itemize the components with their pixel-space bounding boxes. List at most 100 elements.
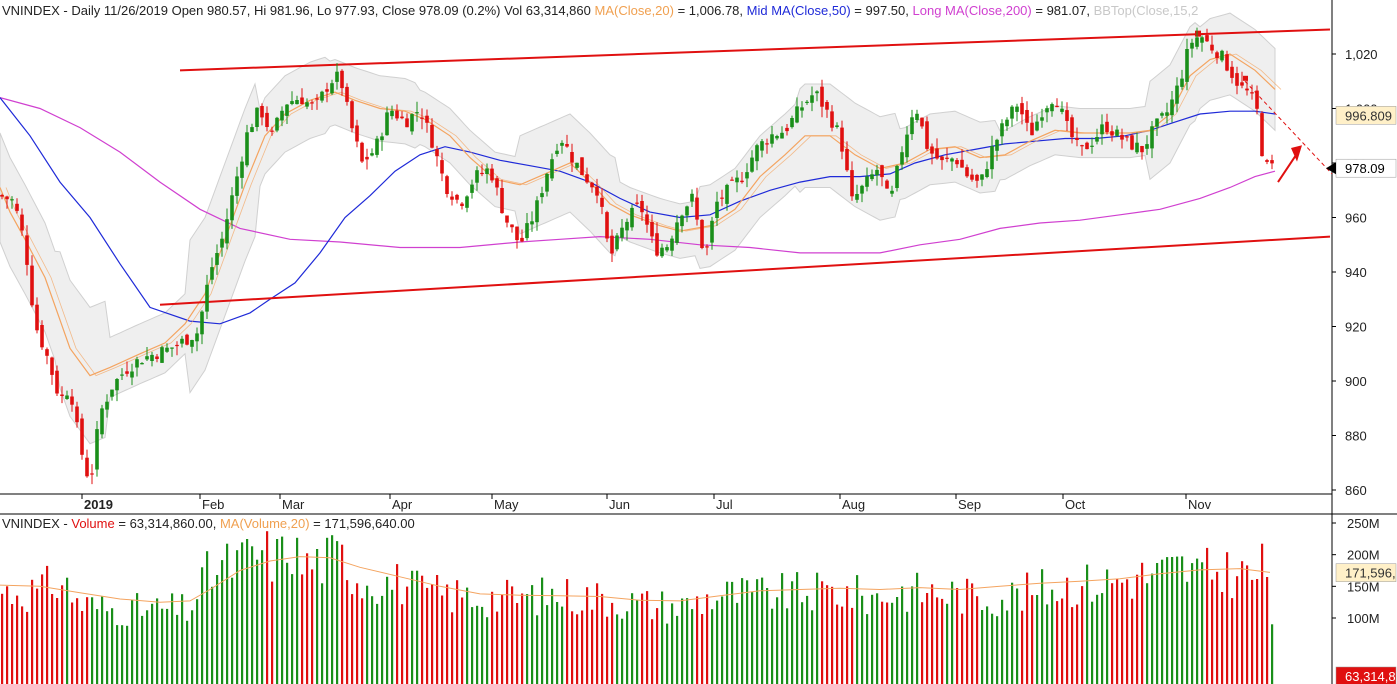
- volume-bar: [191, 610, 194, 684]
- candle-body: [1235, 73, 1239, 86]
- candle-body: [1105, 121, 1109, 133]
- volume-bar: [1061, 598, 1064, 684]
- candle-body: [1135, 142, 1139, 153]
- volume-bar: [421, 575, 424, 684]
- candlesticks: [0, 27, 1274, 485]
- ma50-line: [0, 97, 1276, 325]
- candle-body: [665, 247, 669, 251]
- volume-bar: [881, 601, 884, 684]
- candle-body: [610, 235, 614, 254]
- volume-bar: [1101, 593, 1104, 684]
- volume-bar: [656, 608, 659, 684]
- volume-bar: [1191, 563, 1194, 684]
- candle-body: [1145, 144, 1149, 149]
- volume-bar: [1026, 572, 1029, 684]
- open-value: Open 980.57,: [171, 3, 251, 18]
- candle-body: [940, 156, 944, 161]
- candle-body: [165, 347, 169, 352]
- volume-bar: [956, 588, 959, 684]
- volume-bar: [281, 536, 284, 684]
- candle-body: [220, 238, 224, 248]
- volume-bar: [896, 597, 899, 684]
- volume-bar: [66, 577, 69, 684]
- volume-bar: [336, 541, 339, 684]
- candle-body: [1125, 136, 1129, 138]
- candle-body: [675, 222, 679, 243]
- candle-body: [1070, 117, 1074, 138]
- candle-body: [805, 101, 809, 103]
- candle-body: [695, 197, 699, 220]
- volume-bar: [816, 572, 819, 684]
- candle-body: [625, 221, 629, 231]
- volume-bar: [841, 606, 844, 684]
- volume-bar: [126, 625, 129, 684]
- volume-bar: [611, 602, 614, 684]
- volume-bar: [981, 610, 984, 684]
- volume-bar: [456, 580, 459, 684]
- volume-bar: [21, 606, 24, 684]
- price-tick-label: 920: [1345, 320, 1367, 335]
- volume-bar: [751, 592, 754, 684]
- candle-body: [200, 311, 204, 335]
- candle-body: [1225, 54, 1229, 71]
- candle-body: [595, 186, 599, 196]
- candle-body: [555, 150, 559, 154]
- candle-body: [270, 130, 274, 132]
- candle-body: [620, 227, 624, 238]
- candle-body: [10, 199, 14, 201]
- volume-bar: [1021, 610, 1024, 684]
- volume-bar: [1126, 579, 1129, 684]
- volume-bar: [271, 581, 274, 684]
- volume-bar: [71, 602, 74, 684]
- candle-body: [140, 363, 144, 365]
- volume-bar: [551, 588, 554, 684]
- volume-bar: [1096, 594, 1099, 684]
- candle-body: [205, 284, 209, 312]
- candle-body: [425, 115, 429, 123]
- volume-bar: [16, 595, 19, 684]
- trendlines: [159, 28, 1333, 306]
- candle-body: [750, 157, 754, 172]
- volume-bar: [101, 596, 104, 684]
- volume-bar: [1041, 569, 1044, 684]
- candle-body: [105, 401, 109, 410]
- price-last-badge: 978.09: [1345, 161, 1385, 176]
- candle-body: [835, 125, 839, 127]
- candle-body: [1200, 37, 1204, 43]
- volume-bar: [1231, 598, 1234, 684]
- ma-short-line: [5, 53, 1282, 377]
- candle-body: [775, 136, 779, 139]
- candle-body: [260, 106, 264, 118]
- volume-bar: [1001, 599, 1004, 684]
- volume-bar: [806, 595, 809, 684]
- volume-bar: [1116, 579, 1119, 684]
- candle-body: [55, 370, 59, 394]
- volume-bar: [1106, 569, 1109, 684]
- candle-body: [895, 165, 899, 188]
- volume-bar: [406, 586, 409, 684]
- candle-body: [965, 167, 969, 177]
- candle-body: [325, 89, 329, 92]
- candle-body: [480, 172, 484, 175]
- volume-bar: [471, 607, 474, 684]
- month-tick-label: Aug: [842, 497, 865, 512]
- ma50-value: = 997.50,: [854, 3, 909, 18]
- price-tick-label: 880: [1345, 429, 1367, 444]
- volume-bar: [1046, 604, 1049, 684]
- volume-bar: [186, 620, 189, 684]
- candle-body: [745, 172, 749, 179]
- volume-bar: [1031, 595, 1034, 684]
- candle-body: [1015, 106, 1019, 112]
- volume-label: Volume: [71, 516, 115, 531]
- volume-bar: [921, 602, 924, 684]
- candle-body: [375, 138, 379, 155]
- volume-bar: [136, 593, 139, 684]
- candle-body: [1150, 126, 1154, 149]
- candle-body: [355, 125, 359, 142]
- volume-bar: [766, 588, 769, 684]
- candle-body: [990, 146, 994, 170]
- candle-body: [830, 111, 834, 128]
- volume-bar: [1091, 601, 1094, 684]
- candle-body: [1035, 121, 1039, 131]
- candle-body: [720, 197, 724, 199]
